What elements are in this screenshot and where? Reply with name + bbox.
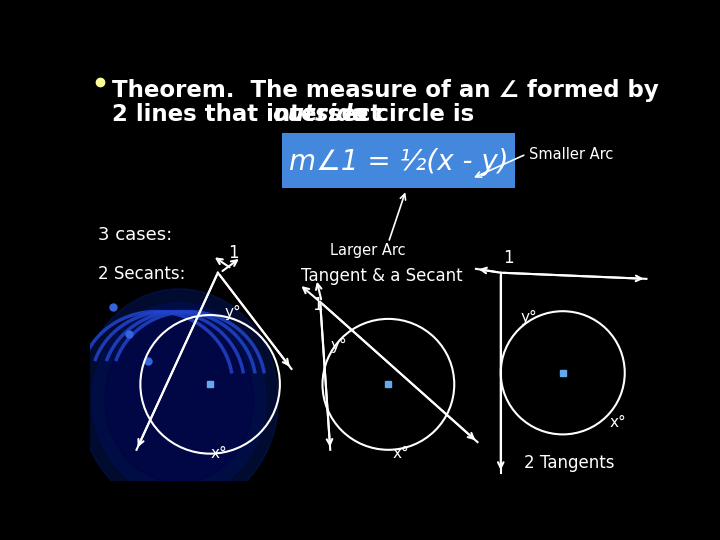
Text: 2 Secants:: 2 Secants: xyxy=(98,265,185,283)
Text: 1: 1 xyxy=(503,249,513,267)
Text: y°: y° xyxy=(330,338,347,353)
Text: Tangent & a Secant: Tangent & a Secant xyxy=(301,267,462,285)
Text: y°: y° xyxy=(224,305,240,320)
Text: 2 lines that intersect: 2 lines that intersect xyxy=(112,103,389,126)
Text: x°: x° xyxy=(392,446,409,461)
Text: outside: outside xyxy=(272,103,369,126)
Text: a circle is: a circle is xyxy=(344,103,474,126)
Text: 1: 1 xyxy=(312,296,323,314)
Text: 2 Tangents: 2 Tangents xyxy=(524,455,614,472)
Text: 3 cases:: 3 cases: xyxy=(98,226,172,245)
Text: y°: y° xyxy=(521,309,538,325)
Text: Theorem.  The measure of an ∠ formed by: Theorem. The measure of an ∠ formed by xyxy=(112,79,659,102)
FancyBboxPatch shape xyxy=(282,132,515,188)
Text: m∠1 = ½(x - y): m∠1 = ½(x - y) xyxy=(289,148,508,176)
Ellipse shape xyxy=(80,289,279,511)
Text: Larger Arc: Larger Arc xyxy=(330,244,405,259)
Ellipse shape xyxy=(104,316,253,483)
Ellipse shape xyxy=(92,303,266,497)
Text: 1: 1 xyxy=(228,244,238,262)
Text: x°: x° xyxy=(210,446,227,461)
Text: x°: x° xyxy=(609,415,626,430)
Text: Smaller Arc: Smaller Arc xyxy=(529,147,613,162)
